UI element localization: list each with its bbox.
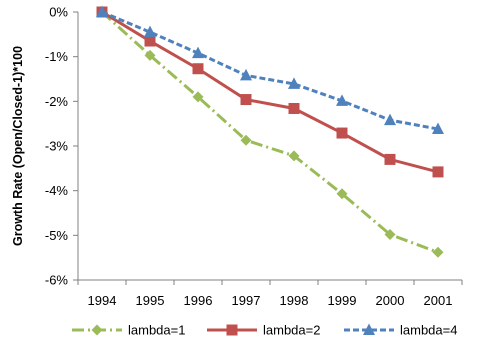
data-point (432, 122, 444, 135)
data-point (432, 166, 444, 178)
y-tick-label: -1% (45, 49, 69, 64)
y-tick-label: -6% (45, 273, 69, 288)
y-tick-label: -5% (45, 228, 69, 243)
series-line (101, 10, 439, 131)
data-point (226, 324, 238, 336)
data-point (336, 127, 348, 139)
x-tick-label: 1996 (184, 293, 213, 308)
data-point (192, 63, 204, 75)
legend-label: lambda=2 (263, 323, 320, 338)
y-tick-label: -3% (45, 139, 69, 154)
data-point (384, 228, 396, 240)
data-point (384, 113, 396, 126)
data-point (384, 153, 396, 165)
x-tick-label: 1998 (280, 293, 309, 308)
x-tick-label: 1999 (328, 293, 357, 308)
series-lines (96, 5, 444, 258)
legend-item: lambda=4 (344, 323, 457, 338)
data-point (240, 134, 252, 146)
legend-item: lambda=1 (72, 323, 185, 338)
data-point (91, 324, 103, 336)
data-point (144, 49, 156, 61)
axes (73, 11, 463, 285)
y-tick-label: -4% (45, 183, 69, 198)
data-point (432, 246, 444, 258)
data-point (192, 46, 204, 59)
x-tick-label: 1995 (136, 293, 165, 308)
data-point (240, 68, 252, 81)
series-lambda-1 (96, 6, 444, 258)
legend-item: lambda=2 (207, 323, 320, 338)
legend-label: lambda=4 (400, 323, 457, 338)
data-point (96, 5, 108, 17)
legend-label: lambda=1 (128, 323, 185, 338)
x-tick-label: 1994 (88, 293, 117, 308)
data-point (336, 94, 348, 106)
series-lambda-4 (96, 5, 444, 135)
data-point (336, 188, 348, 200)
series-line (100, 10, 439, 254)
y-tick-label: -2% (45, 94, 69, 109)
data-point (144, 25, 156, 38)
x-tick-label: 2001 (424, 293, 453, 308)
x-tick-label: 1997 (232, 293, 261, 308)
data-point (288, 102, 300, 114)
data-point (288, 150, 300, 162)
tick-labels: 0% -1% -2% -3% -4% -5% -6% 1994 1995 1996 1997 1998… (45, 5, 453, 309)
data-point (192, 91, 204, 103)
data-point (363, 323, 375, 335)
data-point (288, 77, 300, 89)
data-point (144, 35, 156, 47)
x-tick-label: 2000 (376, 293, 405, 308)
data-point (240, 94, 252, 106)
y-tick-label: 0% (49, 5, 68, 20)
y-axis-title: Growth Rate (Open/Closed-1)*100 (11, 46, 25, 246)
legend: lambda=1 lambda=2 lambda=4 (72, 323, 457, 338)
series-line (101, 10, 439, 174)
